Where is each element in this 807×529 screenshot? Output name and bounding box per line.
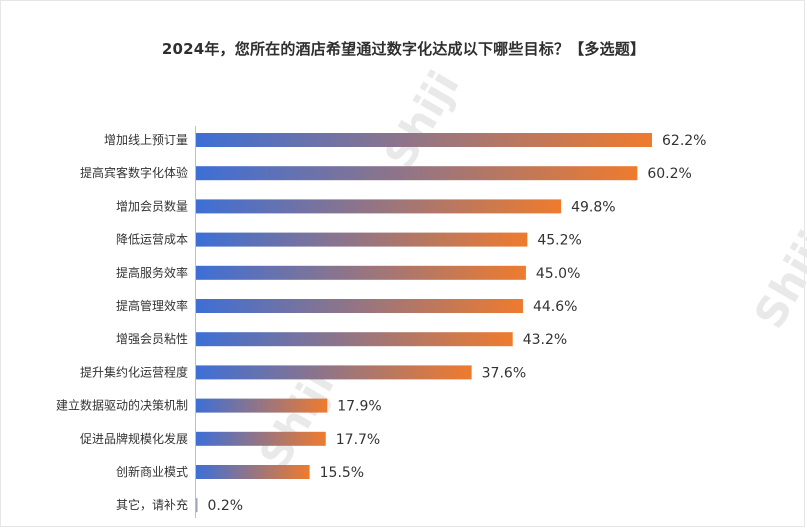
category-label: 增加线上预订量	[104, 133, 188, 147]
category-label: 增强会员粘性	[116, 331, 188, 346]
category-label: 降低运营成本	[116, 233, 188, 247]
chart-title: 2024年，您所在的酒店希望通过数字化达成以下哪些目标？【多选题】	[161, 40, 646, 58]
value-label: 17.9%	[337, 399, 381, 415]
bar	[196, 431, 326, 446]
value-label: 37.6%	[482, 365, 526, 381]
category-label: 增加会员数量	[116, 198, 188, 213]
category-label: 建立数据驱动的决策机制	[56, 398, 188, 413]
category-label: 创新商业模式	[116, 464, 188, 479]
category-axis-line	[195, 126, 196, 518]
value-label: 60.2%	[647, 166, 691, 182]
bar	[196, 265, 526, 280]
bar	[196, 332, 513, 347]
value-label: 44.6%	[533, 299, 577, 315]
bar	[196, 133, 652, 147]
value-label: 45.0%	[536, 266, 580, 282]
value-label: 15.5%	[320, 465, 364, 481]
category-label: 提高宾客数字化体验	[80, 165, 188, 180]
category-label: 提高服务效率	[116, 265, 188, 280]
value-label: 45.2%	[537, 233, 581, 249]
bar	[196, 465, 310, 479]
value-label: 0.2%	[208, 498, 244, 514]
bar	[196, 232, 528, 247]
bar	[196, 398, 328, 413]
category-label: 提升集约化运营程度	[80, 364, 188, 379]
category-label: 其它，请补充	[116, 497, 188, 512]
bar	[196, 166, 638, 181]
value-label: 62.2%	[662, 133, 706, 149]
category-label: 促进品牌规模化发展	[80, 431, 188, 446]
bar	[196, 299, 523, 313]
category-label: 提高管理效率	[116, 298, 188, 313]
bar	[196, 199, 562, 214]
value-label: 49.8%	[571, 199, 615, 215]
bar	[196, 498, 198, 513]
bar	[196, 365, 472, 380]
value-label: 17.7%	[336, 432, 380, 448]
value-label: 43.2%	[523, 332, 567, 348]
